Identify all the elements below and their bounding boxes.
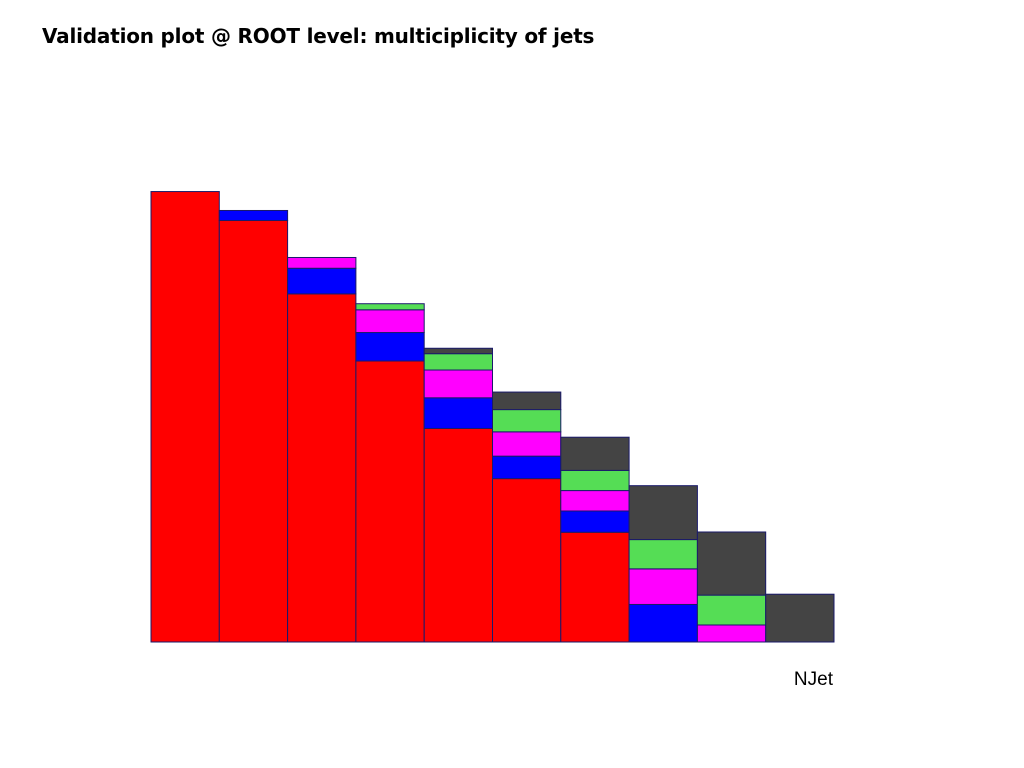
bar-w-1jet-bin-5 xyxy=(492,455,562,480)
bar-w-0jet-bin-4 xyxy=(423,427,494,643)
bar-w-0jet-bin-2 xyxy=(287,293,357,643)
histogram-bars xyxy=(150,191,835,643)
bar-w-2jets-bin-2 xyxy=(287,256,357,269)
bar-w-3jets-bin-4 xyxy=(423,353,494,371)
bar-w-0jet-bin-0 xyxy=(150,191,220,643)
bar-w-3jets-bin-8 xyxy=(696,594,767,626)
bar-w-0jet-bin-6 xyxy=(560,531,630,643)
bar-w-3jets-bin-5 xyxy=(492,409,562,433)
bar-w-2jets-bin-7 xyxy=(628,568,698,605)
slide-title: Validation plot @ ROOT level: multicipli… xyxy=(42,24,595,48)
bar-w-1jet-bin-2 xyxy=(287,267,357,295)
bar-w-2jets-bin-8 xyxy=(696,624,767,643)
bar-w-2jets-bin-3 xyxy=(355,309,425,334)
bar-w-0jet-bin-1 xyxy=(218,220,289,643)
bar-w-2jets-bin-5 xyxy=(492,431,562,457)
bar-w-2jets-bin-6 xyxy=(560,490,630,512)
bar-w-1jet-bin-4 xyxy=(423,397,494,429)
bar-w-1jet-bin-1 xyxy=(218,209,289,222)
bar-w-1jet-bin-7 xyxy=(628,603,698,643)
bar-w-4jets-bin-8 xyxy=(696,531,767,596)
bar-w-3jets-bin-3 xyxy=(355,303,425,311)
bar-w-2jets-bin-4 xyxy=(423,369,494,399)
bar-w-3jets-bin-6 xyxy=(560,469,630,492)
bar-w-0jet-bin-3 xyxy=(355,360,425,643)
bar-w-4jets-bin-5 xyxy=(492,391,562,411)
bar-w-0jet-bin-5 xyxy=(492,478,562,643)
x-axis-label: NJet xyxy=(794,669,834,690)
bar-w-4jets-bin-9 xyxy=(765,593,835,643)
bar-w-1jet-bin-6 xyxy=(560,510,630,533)
bar-w-4jets-bin-6 xyxy=(560,436,630,471)
bar-w-4jets-bin-4 xyxy=(423,347,494,355)
bar-w-3jets-bin-7 xyxy=(628,539,698,570)
bar-w-1jet-bin-3 xyxy=(355,332,425,362)
bar-w-4jets-bin-7 xyxy=(628,485,698,541)
